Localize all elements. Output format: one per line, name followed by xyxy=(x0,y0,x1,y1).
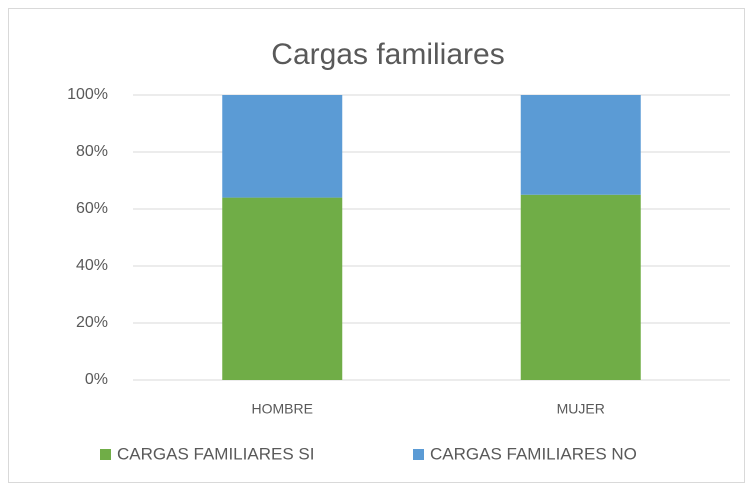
y-tick-label: 40% xyxy=(76,257,108,274)
y-tick-label: 60% xyxy=(76,200,108,217)
y-tick-label: 20% xyxy=(76,314,108,331)
legend-label: CARGAS FAMILIARES NO xyxy=(430,444,637,463)
legend-label: CARGAS FAMILIARES SI xyxy=(117,444,314,463)
y-tick-label: 0% xyxy=(85,371,108,388)
y-tick-label: 100% xyxy=(67,86,108,103)
legend-swatch xyxy=(100,449,111,460)
y-tick-label: 80% xyxy=(76,143,108,160)
bar-segment xyxy=(520,194,641,380)
bar-segment xyxy=(520,95,641,195)
bar-segment xyxy=(222,95,343,198)
legend-swatch xyxy=(413,449,424,460)
chart-title: Cargas familiares xyxy=(271,38,504,71)
x-tick-label: HOMBRE xyxy=(252,401,313,417)
bar-segment xyxy=(222,197,343,380)
x-tick-label: MUJER xyxy=(557,401,605,417)
